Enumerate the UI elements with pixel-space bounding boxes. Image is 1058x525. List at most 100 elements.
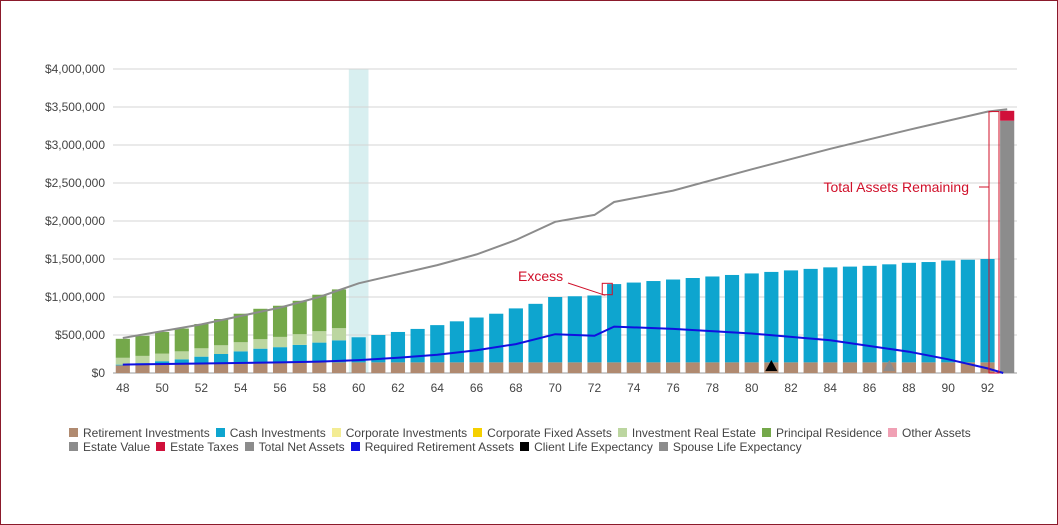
- bar-segment: [449, 321, 464, 363]
- legend-item: Spouse Life Expectancy: [658, 440, 802, 454]
- legend-swatch: [69, 442, 78, 451]
- bar-segment: [941, 260, 956, 363]
- x-tick-label: 62: [391, 381, 405, 395]
- legend-swatch: [658, 442, 668, 451]
- bar-segment: [646, 362, 661, 373]
- bar-segment: [155, 361, 170, 365]
- bar-segment: [862, 265, 877, 363]
- y-axis-labels: $0 $500,000 $1,000,000 $1,500,000 $2,000,000…: [45, 62, 105, 380]
- bar-segment: [371, 335, 386, 363]
- x-tick-label: 88: [902, 381, 916, 395]
- bar-segment: [312, 342, 327, 363]
- bar-segment: [508, 308, 523, 363]
- bar-segment: [469, 362, 484, 373]
- bar-segment: [233, 313, 248, 343]
- bar-segment: [469, 317, 484, 363]
- bar-segment: [666, 362, 681, 373]
- bar-segment: [587, 362, 602, 373]
- x-tick-label: 52: [195, 381, 209, 395]
- bar-segment: [331, 328, 347, 341]
- legend-swatch: [520, 442, 530, 451]
- bar-segment: [685, 278, 700, 363]
- bar-segment: [803, 268, 818, 363]
- y-tick-label: $2,500,000: [45, 176, 105, 190]
- x-tick-label: 78: [706, 381, 720, 395]
- bar-segment: [194, 363, 209, 373]
- bar-segment: [292, 334, 307, 345]
- bar-segment: [685, 362, 700, 373]
- bar-segment: [233, 351, 248, 363]
- asset-projection-chart: $0 $500,000 $1,000,000 $1,500,000 $2,000,000…: [45, 62, 1017, 395]
- x-tick-label: 80: [745, 381, 759, 395]
- y-tick-label: $1,500,000: [45, 252, 105, 266]
- bar-segment: [194, 323, 209, 349]
- y-tick-label: $1,000,000: [45, 290, 105, 304]
- x-tick-label: 66: [470, 381, 484, 395]
- bar-segment: [567, 362, 582, 373]
- bar-segment: [449, 362, 464, 373]
- bar-segment: [233, 362, 248, 373]
- bar-segment: [390, 362, 406, 373]
- legend-item: Required Retirement Assets: [350, 440, 515, 454]
- bar-segment: [115, 357, 130, 365]
- bar-segment: [272, 347, 288, 363]
- bar-segment: [705, 362, 720, 373]
- bar-segment: [960, 259, 975, 363]
- legend-label: Required Retirement Assets: [364, 440, 515, 454]
- bar-segment: [115, 338, 130, 358]
- bar-segment: [744, 273, 759, 363]
- legend-label: Estate Value: [83, 440, 151, 454]
- legend-label: Corporate Investments: [345, 426, 468, 440]
- required-retirement-assets-line: [122, 325, 1004, 374]
- bar-segment: [174, 359, 189, 364]
- bar-segment: [292, 362, 307, 373]
- bar-segment: [155, 331, 170, 354]
- bar-segment: [292, 344, 307, 363]
- bar-segment: [351, 337, 366, 363]
- legend-swatch: [617, 428, 627, 437]
- bar-segment: [921, 362, 936, 373]
- client-life-expectancy-marker: [765, 360, 778, 371]
- bar-segment: [901, 262, 916, 363]
- bar-segment: [508, 362, 523, 373]
- bar-segment: [214, 363, 229, 373]
- legend-swatch: [331, 428, 341, 437]
- legend-label: Retirement Investments: [83, 426, 210, 440]
- legend-item: Principal Residence: [761, 426, 882, 440]
- spouse-life-expectancy-marker: [883, 360, 896, 371]
- bar-segment: [842, 266, 858, 363]
- x-tick-label: 70: [548, 381, 562, 395]
- legend-item: Total Net Assets: [244, 440, 345, 454]
- y-tick-label: $3,500,000: [45, 100, 105, 114]
- bar-segment: [135, 335, 150, 356]
- bar-segment: [783, 270, 799, 363]
- bar-segment: [155, 364, 170, 373]
- bar-segment: [312, 294, 327, 332]
- legend-row-1: Retirement Investments Cash Investments Co…: [69, 426, 1029, 440]
- x-tick-label: 48: [116, 381, 130, 395]
- bar-segment: [174, 351, 189, 360]
- bar-segment: [272, 336, 288, 348]
- bar-segment: [842, 362, 858, 373]
- legend-item: Other Assets: [888, 426, 971, 440]
- x-tick-label: 82: [784, 381, 798, 395]
- legend-swatch: [69, 428, 78, 437]
- legend-item: Corporate Investments: [331, 426, 468, 440]
- y-tick-label: $0: [92, 366, 106, 380]
- bar-segment: [1000, 120, 1015, 374]
- bar-segment: [724, 274, 740, 363]
- bar-segment: [331, 289, 347, 329]
- legend-item: Corporate Fixed Assets: [473, 426, 612, 440]
- x-tick-label: 64: [431, 381, 445, 395]
- x-tick-label: 54: [234, 381, 248, 395]
- bar-segment: [272, 305, 288, 337]
- legend-row-2: Estate Value Estate Taxes Total Net Assets…: [69, 440, 1029, 454]
- bar-segment: [272, 362, 288, 373]
- total-assets-remaining-label: Total Assets Remaining: [823, 179, 969, 195]
- bars-layer: [115, 110, 1015, 374]
- bar-segment: [214, 354, 229, 364]
- bar-segment: [823, 362, 838, 373]
- bar-segment: [194, 348, 209, 357]
- bar-segment: [783, 362, 799, 373]
